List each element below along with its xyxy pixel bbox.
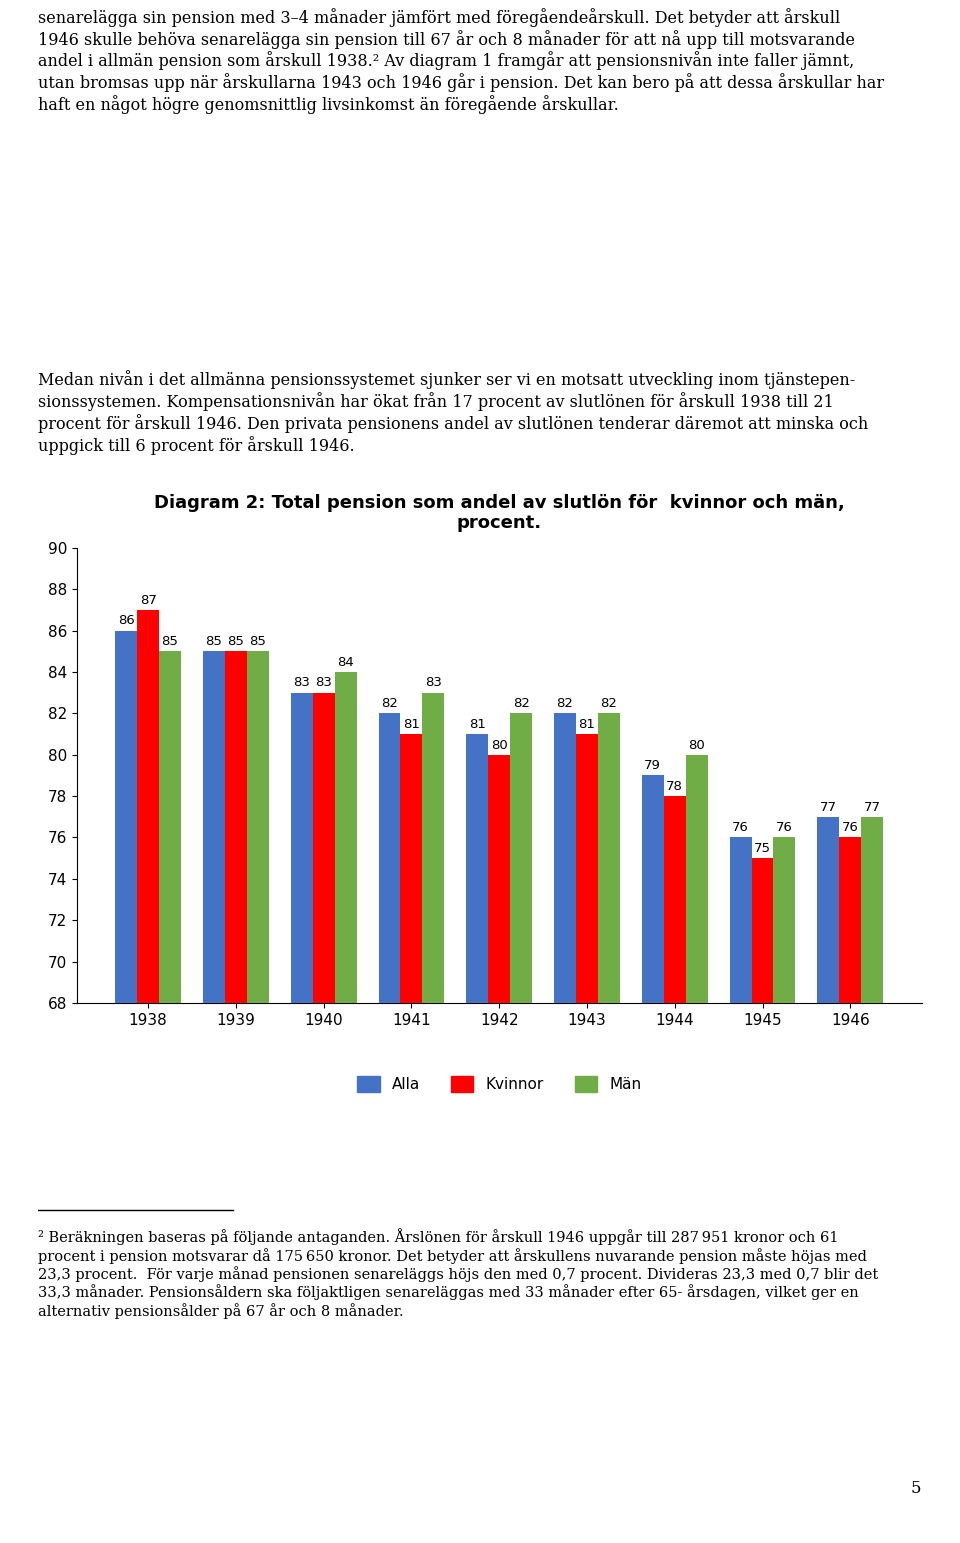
Bar: [422, 693, 444, 1543]
Text: 76: 76: [732, 821, 749, 835]
Text: 86: 86: [118, 614, 134, 628]
Bar: [663, 796, 685, 1543]
Bar: [861, 816, 883, 1543]
Text: 77: 77: [820, 801, 837, 813]
Bar: [400, 734, 422, 1543]
Text: 78: 78: [666, 779, 684, 793]
Bar: [137, 609, 159, 1543]
Bar: [774, 838, 796, 1543]
Text: 80: 80: [688, 739, 705, 751]
Text: Medan nivån i det allmänna pensionssystemet sjunker ser vi en motsatt utveckling: Medan nivån i det allmänna pensionssyste…: [38, 370, 869, 455]
Text: senarelägga sin pension med 3–4 månader jämfört med föregåendeårskull. Det betyd: senarelägga sin pension med 3–4 månader …: [38, 8, 884, 114]
Text: 83: 83: [425, 676, 442, 690]
Text: ² Beräkningen baseras på följande antaganden. Årslönen för årskull 1946 uppgår t: ² Beräkningen baseras på följande antaga…: [38, 1228, 878, 1319]
Bar: [378, 713, 400, 1543]
Bar: [685, 755, 708, 1543]
Bar: [752, 858, 774, 1543]
Text: 82: 82: [557, 697, 573, 710]
Text: 82: 82: [600, 697, 617, 710]
Text: 5: 5: [911, 1480, 922, 1497]
Text: 85: 85: [161, 636, 179, 648]
Bar: [115, 631, 137, 1543]
Bar: [467, 734, 489, 1543]
Bar: [642, 775, 663, 1543]
Text: 83: 83: [293, 676, 310, 690]
Text: 82: 82: [381, 697, 398, 710]
Bar: [291, 693, 313, 1543]
Text: 81: 81: [468, 717, 486, 731]
Text: 83: 83: [315, 676, 332, 690]
Bar: [159, 651, 181, 1543]
Title: Diagram 2: Total pension som andel av slutlön för  kvinnor och män,
procent.: Diagram 2: Total pension som andel av sl…: [154, 494, 845, 532]
Text: 79: 79: [644, 759, 661, 772]
Bar: [839, 838, 861, 1543]
Bar: [554, 713, 576, 1543]
Bar: [730, 838, 752, 1543]
Bar: [489, 755, 510, 1543]
Text: 87: 87: [139, 594, 156, 606]
Text: 82: 82: [513, 697, 530, 710]
Text: 85: 85: [228, 636, 245, 648]
Text: 76: 76: [842, 821, 859, 835]
Bar: [313, 693, 335, 1543]
Text: 76: 76: [776, 821, 793, 835]
Text: 84: 84: [337, 656, 354, 668]
Bar: [335, 671, 356, 1543]
Text: 81: 81: [579, 717, 595, 731]
Bar: [598, 713, 620, 1543]
Text: 85: 85: [205, 636, 223, 648]
Bar: [510, 713, 532, 1543]
Legend: Alla, Kvinnor, Män: Alla, Kvinnor, Män: [350, 1069, 648, 1099]
Text: 85: 85: [250, 636, 266, 648]
Bar: [247, 651, 269, 1543]
Text: 81: 81: [403, 717, 420, 731]
Text: 75: 75: [754, 842, 771, 855]
Text: 77: 77: [864, 801, 880, 813]
Bar: [817, 816, 839, 1543]
Bar: [225, 651, 247, 1543]
Bar: [203, 651, 225, 1543]
Text: 80: 80: [491, 739, 508, 751]
Bar: [576, 734, 598, 1543]
